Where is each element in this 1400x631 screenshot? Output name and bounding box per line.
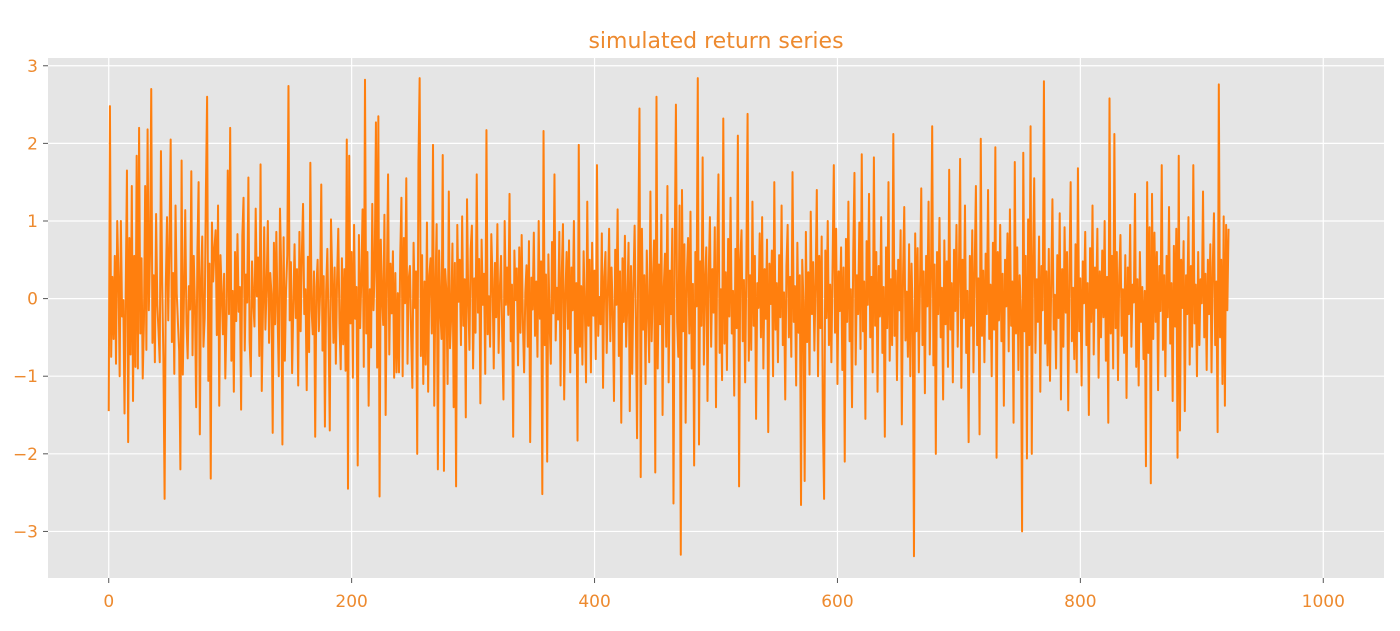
x-tick-label: 800 [1064,592,1096,612]
series-line [107,77,1230,558]
x-tick-label: 1000 [1302,592,1345,612]
y-tick-label: 3 [27,57,38,77]
series-layer [107,77,1230,558]
grid [48,58,1384,578]
chart-title: simulated return series [588,29,843,54]
y-tick-label: 2 [27,134,38,154]
x-axis-ticks: 0 200 400 600 800 1000 [103,578,1345,612]
y-tick-label: −2 [13,445,38,465]
y-tick-label: 0 [27,290,38,310]
x-tick-label: 0 [103,592,114,612]
y-tick-label: −3 [13,522,38,542]
y-axis-ticks: −3 −2 −1 0 1 2 3 [13,57,48,542]
x-tick-label: 200 [335,592,367,612]
y-tick-label: 1 [27,212,38,232]
y-tick-label: −1 [13,367,38,387]
x-tick-label: 600 [821,592,853,612]
x-tick-label: 400 [578,592,610,612]
